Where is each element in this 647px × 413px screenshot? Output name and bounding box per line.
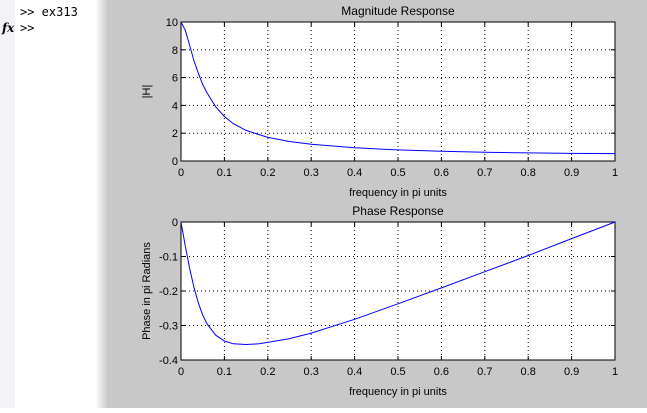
x-tick-label: 0.8 [521,366,536,378]
command-history-line: >> ex313 [20,5,78,19]
y-tick-label: 4 [172,100,178,112]
fx-icon[interactable]: fx [2,21,15,35]
x-tick-label: 0.5 [390,366,405,378]
chart-title: Phase Response [352,204,444,218]
x-tick-label: 0.1 [217,167,232,179]
figure-window: 0 0.1 0.2 0.3 0.4 0.5 0.6 0.7 0.8 0.9 1 0 2 4 6 8 10 Magn… [108,0,647,408]
y-tick-label: 8 [172,45,178,57]
x-tick-label: 0.7 [477,366,492,378]
command-prompt[interactable]: >> [20,21,35,35]
x-tick-label: 0.6 [434,167,449,179]
x-tick-label: 0.9 [564,167,579,179]
y-tick-label: -0.2 [159,286,178,298]
x-tick-label: 0.5 [390,167,405,179]
command-window[interactable]: fx >> ex313 >> [0,0,104,408]
x-tick-label: 0.7 [477,167,492,179]
x-tick-label: 0.2 [260,366,275,378]
command-gutter [0,0,15,408]
x-tick-label: 0.9 [564,366,579,378]
x-tick-label: 0 [178,366,184,378]
x-tick-label: 1 [612,366,618,378]
y-tick-label: -0.1 [159,252,178,264]
y-axis-label: |H| [141,85,153,99]
y-axis-label: Phase in pi Radians [141,242,153,340]
y-tick-label: 0 [172,217,178,229]
series-line [180,21,616,155]
y-tick-label: 2 [172,128,178,140]
axes-frame [180,21,616,162]
y-tick-label: 6 [172,73,178,85]
x-tick-label: 0.3 [304,366,319,378]
plot-area [181,22,615,161]
y-tick-label: 10 [166,17,178,29]
x-tick-label: 0.4 [347,366,362,378]
x-tick-label: 0 [178,167,184,179]
y-tick-label: -0.3 [159,321,178,333]
series-line [180,221,616,346]
chart-title: Magnitude Response [341,4,455,18]
y-tick-label: 0 [172,156,178,168]
x-tick-label: 0.2 [260,167,275,179]
x-tick-label: 0.4 [347,167,362,179]
x-axis-label: frequency in pi units [349,187,447,199]
y-tick-label: -0.4 [159,355,178,367]
x-tick-label: 0.8 [521,167,536,179]
x-axis-label: frequency in pi units [349,386,447,398]
x-tick-label: 0.1 [217,366,232,378]
axes-frame [180,221,616,361]
window-divider [96,0,110,408]
x-tick-label: 1 [612,167,618,179]
x-tick-label: 0.3 [304,167,319,179]
x-tick-label: 0.6 [434,366,449,378]
figure-canvas: 0 0.1 0.2 0.3 0.4 0.5 0.6 0.7 0.8 0.9 10246810Magn… [141,4,618,398]
